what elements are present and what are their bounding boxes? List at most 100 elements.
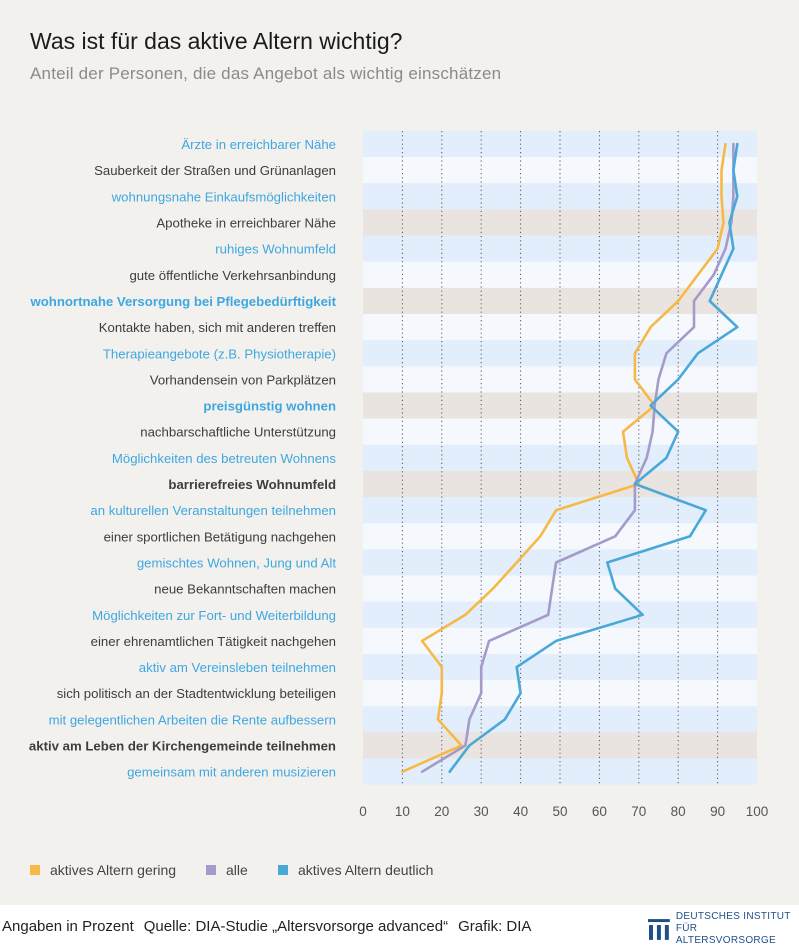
row-band-10 — [363, 392, 757, 419]
point-alle-23 — [464, 744, 467, 747]
point-gering-22 — [437, 718, 439, 721]
point-gering-0 — [724, 143, 727, 145]
point-gering-16 — [515, 561, 518, 564]
category-label-15: einer sportlichen Betätigung nachgehen — [104, 529, 336, 544]
point-deutlich-24 — [448, 770, 451, 773]
row-band-16 — [363, 549, 757, 576]
point-deutlich-1 — [732, 169, 735, 172]
x-tick-label-60: 60 — [592, 804, 607, 819]
point-alle-10 — [653, 404, 656, 407]
point-alle-21 — [480, 692, 483, 695]
point-deutlich-11 — [677, 430, 679, 433]
point-deutlich-16 — [606, 561, 609, 564]
category-label-16: gemischtes Wohnen, Jung und Alt — [137, 555, 336, 570]
category-label-21: sich politisch an der Stadtentwicklung b… — [57, 686, 336, 701]
x-tick-label-80: 80 — [671, 804, 686, 819]
point-alle-11 — [651, 430, 654, 433]
footer-unit-note: Angaben in Prozent — [2, 918, 134, 935]
point-alle-15 — [614, 535, 616, 538]
point-gering-5 — [697, 274, 699, 276]
point-deutlich-9 — [677, 378, 679, 381]
category-label-24: gemeinsam mit anderen musizieren — [127, 765, 336, 780]
category-label-6: wohnortnahe Versorgung bei Pflegebedürft… — [29, 294, 336, 309]
row-band-24 — [363, 758, 757, 785]
category-label-8: Therapieangebote (z.B. Physiotherapie) — [103, 346, 336, 361]
point-deutlich-17 — [614, 587, 616, 590]
legend-label-deutlich: aktives Altern deutlich — [298, 862, 434, 878]
point-gering-18 — [464, 613, 467, 616]
chart-title: Was ist für das aktive Altern wichtig? — [30, 28, 403, 54]
point-alle-6 — [693, 300, 695, 302]
point-alle-14 — [634, 509, 636, 511]
point-gering-8 — [634, 352, 636, 355]
x-tick-label-0: 0 — [359, 804, 367, 819]
x-tick-label-10: 10 — [395, 804, 410, 819]
point-gering-14 — [555, 509, 557, 511]
row-band-20 — [363, 654, 757, 681]
footer: Angaben in Prozent Quelle: DIA-Studie „Al… — [0, 905, 799, 948]
point-deutlich-5 — [720, 274, 723, 276]
point-gering-1 — [720, 169, 723, 172]
x-tick-label-90: 90 — [710, 804, 725, 819]
point-alle-2 — [732, 195, 735, 198]
point-gering-12 — [626, 457, 628, 459]
chart-series-lines — [401, 142, 739, 774]
legend-label-gering: aktives Altern gering — [50, 862, 177, 878]
category-label-13: barrierefreies Wohnumfeld — [168, 477, 336, 492]
point-deutlich-7 — [736, 326, 739, 328]
chart-category-labels: Ärzte in erreichbarer Nähe Sauberkeit der… — [29, 137, 337, 780]
dia-logo: DEUTSCHES INSTITUT FÜR ALTERSVORSORGE — [648, 911, 799, 947]
point-deutlich-19 — [555, 640, 557, 642]
chart-x-tick-labels: 0 10 20 30 40 50 60 70 80 90 100 — [359, 804, 768, 819]
category-label-5: gute öffentliche Verkehrsanbindung — [129, 268, 336, 283]
point-deutlich-10 — [649, 404, 652, 407]
point-gering-17 — [492, 587, 494, 590]
chart-subtitle: Anteil der Personen, die das Angebot als… — [30, 64, 502, 83]
point-gering-7 — [649, 326, 652, 328]
point-deutlich-18 — [641, 613, 644, 616]
point-deutlich-14 — [704, 509, 707, 511]
point-gering-2 — [720, 195, 723, 198]
x-tick-label-40: 40 — [513, 804, 528, 819]
row-band-12 — [363, 444, 757, 471]
row-band-11 — [363, 418, 757, 445]
point-alle-5 — [712, 274, 715, 276]
row-band-3 — [363, 209, 757, 236]
point-deutlich-15 — [689, 535, 691, 538]
point-alle-17 — [551, 587, 553, 590]
category-label-14: an kulturellen Veranstaltungen teilnehme… — [90, 503, 336, 518]
point-alle-16 — [555, 561, 557, 564]
legend-swatch-alle — [206, 865, 216, 875]
dia-logo-icon — [648, 919, 670, 940]
x-tick-label-30: 30 — [474, 804, 489, 819]
point-deutlich-20 — [515, 666, 518, 668]
category-label-7: Kontakte haben, sich mit anderen treffen — [99, 320, 336, 335]
point-alle-0 — [732, 143, 735, 145]
x-tick-label-100: 100 — [746, 804, 769, 819]
point-deutlich-12 — [665, 457, 668, 459]
point-alle-7 — [693, 326, 695, 328]
logo-line-1: DEUTSCHES INSTITUT — [675, 911, 791, 922]
legend-item-gering: aktives Altern gering — [30, 862, 176, 878]
point-deutlich-3 — [728, 221, 731, 224]
legend-swatch-gering — [30, 865, 40, 875]
legend-item-deutlich: aktives Altern deutlich — [278, 862, 433, 878]
category-label-18: Möglichkeiten zur Fort- und Weiterbildun… — [92, 608, 336, 623]
x-tick-label-50: 50 — [552, 804, 567, 819]
x-tick-label-70: 70 — [631, 804, 646, 819]
category-label-0: Ärzte in erreichbarer Nähe — [181, 137, 336, 152]
point-deutlich-6 — [708, 300, 711, 302]
point-gering-20 — [441, 666, 443, 668]
point-alle-24 — [421, 770, 423, 773]
point-gering-24 — [401, 770, 404, 773]
point-deutlich-8 — [697, 352, 699, 355]
category-label-17: neue Bekanntschaften machen — [154, 582, 336, 597]
category-label-10: preisgünstig wohnen — [203, 399, 336, 414]
point-gering-19 — [421, 640, 423, 642]
point-alle-8 — [665, 352, 668, 355]
point-alle-9 — [657, 378, 660, 381]
category-label-1: Sauberkeit der Straßen und Grünanlagen — [94, 163, 336, 178]
category-label-3: Apotheke in erreichbarer Nähe — [156, 216, 336, 231]
row-band-21 — [363, 680, 757, 707]
point-gering-23 — [460, 744, 463, 747]
